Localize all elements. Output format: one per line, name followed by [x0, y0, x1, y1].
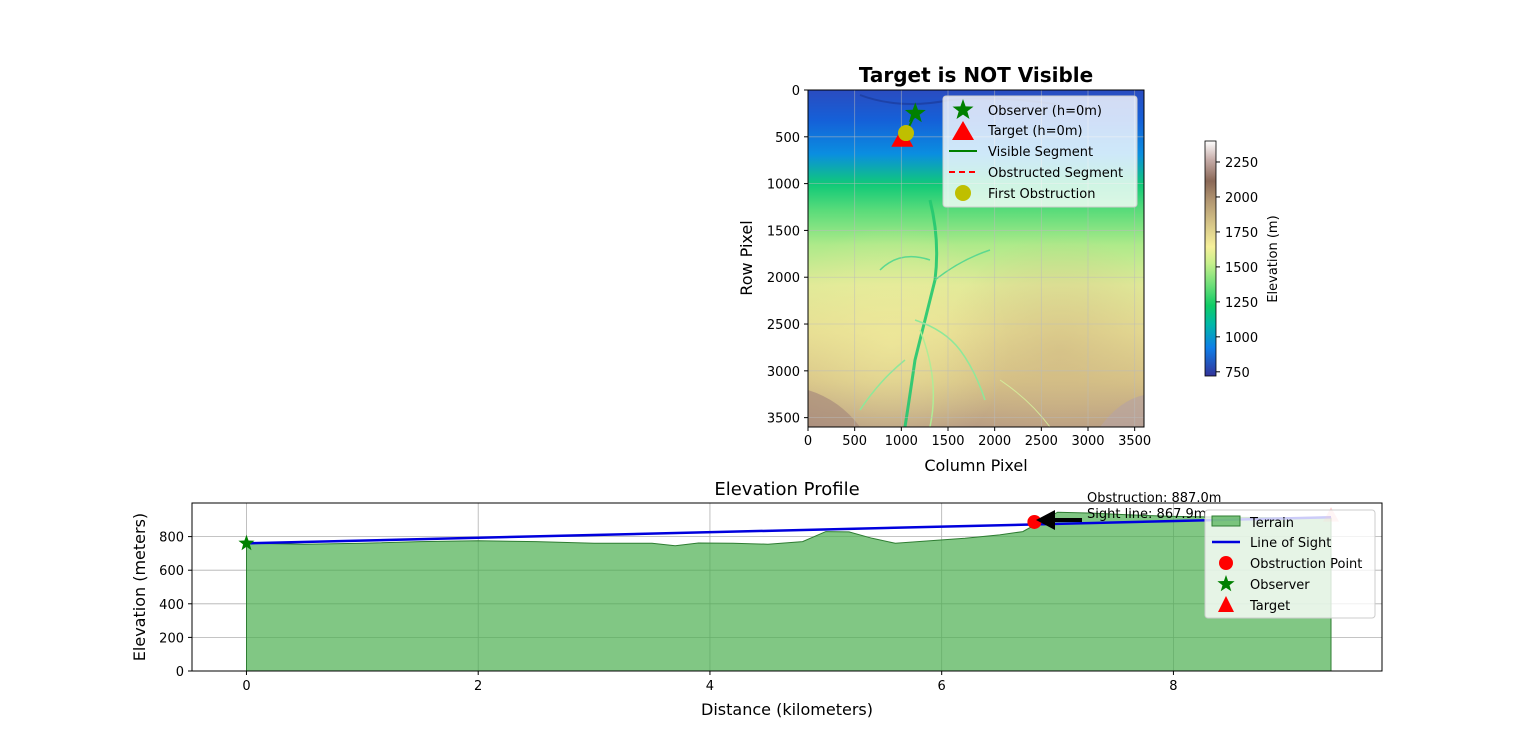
map-x-tick-label: 3000	[1071, 434, 1104, 449]
annotation-arrowhead-icon	[1036, 510, 1055, 530]
profile-y-tick-label: 600	[159, 564, 184, 579]
map-legend-visible: Visible Segment	[988, 145, 1093, 160]
map-x-tick-label: 0	[804, 434, 812, 449]
legend-profile-observer-star-icon	[1217, 575, 1235, 592]
obstruction-annotation: Obstruction: 887.0m Sight line: 867.9m	[1036, 491, 1221, 530]
map-x-axis-label: Column Pixel	[924, 456, 1027, 475]
map-title: Target is NOT Visible	[859, 63, 1093, 87]
map-legend-first-obstruction: First Obstruction	[988, 187, 1095, 202]
colorbar-tick-label: 1750	[1225, 226, 1258, 241]
profile-x-tick-label: 8	[1169, 679, 1177, 694]
colorbar-label: Elevation (m)	[1266, 215, 1281, 302]
annotation-sightline-text: Sight line: 867.9m	[1087, 507, 1206, 522]
profile-y-tick-label: 0	[176, 665, 184, 680]
profile-y-tick-label: 200	[159, 631, 184, 646]
profile-legend-obstruction: Obstruction Point	[1250, 557, 1362, 572]
legend-profile-target-triangle-icon	[1218, 596, 1234, 612]
map-y-tick-label: 3500	[767, 412, 800, 427]
profile-legend-target: Target	[1249, 599, 1290, 614]
profile-y-tick-label: 400	[159, 598, 184, 613]
legend-obstruction-point-icon	[1219, 556, 1233, 570]
map-legend: Observer (h=0m) Target (h=0m) Visible Se…	[942, 95, 1138, 208]
profile-legend-los: Line of Sight	[1250, 536, 1331, 551]
line-of-sight	[246, 516, 1332, 545]
profile-x-tick-label: 6	[938, 679, 946, 694]
map-y-axis-label: Row Pixel	[737, 220, 756, 295]
profile-title: Elevation Profile	[714, 479, 859, 500]
map-y-tick-label: 1500	[767, 224, 800, 239]
map-x-ticks: 0 500 1000 1500 2000 2500 3000 3500	[804, 427, 1151, 449]
legend-terrain-swatch-icon	[1211, 515, 1241, 527]
colorbar-tick-label: 1250	[1225, 296, 1258, 311]
terrain-area	[246, 511, 1332, 672]
profile-y-tick-label: 800	[159, 531, 184, 546]
elevation-map-panel: Target is NOT Visible 0 500 1000 1500 2000 2	[737, 63, 1151, 475]
map-x-tick-label: 1000	[885, 434, 918, 449]
elevation-colorbar: 750 1000 1250 1500 1750 2000 2250 Elevation (m…	[1204, 140, 1281, 381]
colorbar-tick-label: 750	[1225, 366, 1250, 381]
colorbar-tick-label: 1500	[1225, 261, 1258, 276]
map-first-obstruction-marker	[898, 125, 914, 142]
map-frame	[807, 89, 1145, 428]
map-y-tick-label: 1000	[767, 178, 800, 193]
profile-x-tick-label: 0	[242, 679, 250, 694]
profile-legend: Terrain Line of Sight Obstruction Point …	[1204, 509, 1376, 619]
legend-obstruction-circle-icon	[955, 185, 971, 201]
map-y-ticks: 0 500 1000 1500 2000 2500 3000 3500	[767, 84, 808, 427]
map-x-tick-label: 2000	[978, 434, 1011, 449]
colorbar-ticks: 750 1000 1250 1500 1750 2000 2250	[1216, 156, 1258, 381]
map-legend-observer: Observer (h=0m)	[988, 104, 1102, 119]
elevation-profile-panel: Elevation Profile Obstruction: 887.0m Si…	[130, 479, 1383, 719]
map-y-tick-label: 500	[775, 131, 800, 146]
legend-observer-star-icon	[952, 99, 974, 119]
colorbar-tick-label: 2000	[1225, 191, 1258, 206]
map-y-tick-label: 2500	[767, 318, 800, 333]
map-observer-marker	[904, 102, 926, 123]
profile-legend-terrain: Terrain	[1249, 516, 1294, 531]
map-x-tick-label: 500	[842, 434, 867, 449]
profile-x-tick-label: 4	[706, 679, 714, 694]
map-legend-obstructed: Obstructed Segment	[988, 166, 1123, 181]
map-x-tick-label: 1500	[931, 434, 964, 449]
profile-legend-observer: Observer	[1250, 578, 1310, 593]
map-x-tick-label: 3500	[1118, 434, 1151, 449]
map-y-tick-label: 3000	[767, 365, 800, 380]
profile-x-tick-label: 2	[474, 679, 482, 694]
map-x-tick-label: 2500	[1025, 434, 1058, 449]
obstruction-point-marker	[1027, 514, 1042, 529]
profile-y-axis-label: Elevation (meters)	[130, 513, 149, 661]
colorbar-tick-label: 2250	[1225, 156, 1258, 171]
profile-observer-marker	[238, 534, 255, 551]
map-legend-target: Target (h=0m)	[987, 124, 1083, 139]
map-y-tick-label: 0	[792, 84, 800, 99]
profile-x-axis-label: Distance (kilometers)	[701, 700, 873, 719]
map-y-tick-label: 2000	[767, 271, 800, 286]
annotation-obstruction-text: Obstruction: 887.0m	[1087, 491, 1221, 506]
profile-frame	[191, 502, 1383, 672]
profile-x-ticks: 0 2 4 6 8	[242, 671, 1178, 694]
colorbar-tick-label: 1000	[1225, 331, 1258, 346]
profile-y-ticks: 0 200 400 600 800	[159, 531, 192, 680]
legend-target-triangle-icon	[952, 121, 974, 140]
